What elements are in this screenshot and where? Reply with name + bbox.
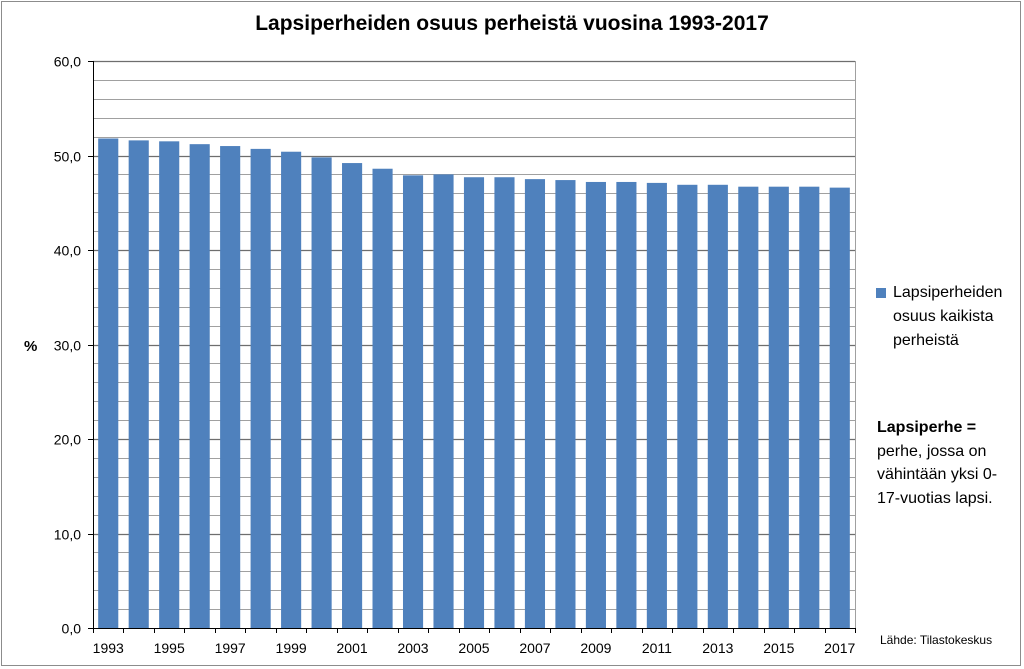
bar (98, 138, 119, 629)
y-tick-label: 30,0 (54, 338, 81, 354)
bar (524, 179, 546, 628)
bar (372, 168, 393, 629)
y-axis-label: % (24, 338, 38, 355)
y-tick-label: 60,0 (54, 54, 81, 70)
x-tick-label: 2001 (337, 640, 368, 656)
x-tick-label: 1997 (215, 640, 246, 656)
bar (463, 177, 485, 629)
x-tick-label: 1993 (93, 640, 124, 656)
bar (159, 141, 180, 628)
bar (311, 157, 332, 628)
y-tick-label: 10,0 (54, 527, 81, 543)
note-heading: Lapsiperhe = (877, 419, 977, 436)
bar (189, 144, 210, 628)
bar (402, 175, 424, 628)
y-tick-label: 0,0 (62, 621, 82, 637)
y-tick-label: 50,0 (54, 149, 81, 165)
y-tick-label: 20,0 (54, 432, 81, 448)
bar (250, 148, 271, 628)
y-tick-label: 40,0 (54, 243, 81, 259)
bar (585, 181, 606, 628)
chart-title: Lapsiperheiden osuus perheistä vuosina 1… (255, 12, 769, 35)
x-tick-label: 2005 (458, 640, 489, 656)
bar (707, 184, 728, 629)
x-tick-label: 2011 (642, 640, 672, 656)
bar (799, 186, 820, 628)
bar (677, 184, 698, 629)
bar (646, 182, 667, 628)
bar (738, 186, 759, 628)
x-tick-label: 1999 (276, 640, 307, 656)
bar (616, 181, 637, 628)
x-tick-label: 2007 (519, 640, 550, 656)
bar (220, 146, 241, 629)
note-text: perhe, jossa on vähintään yksi 0-17-vuot… (877, 442, 998, 507)
x-tick-label: 2009 (580, 640, 611, 656)
bar (829, 187, 850, 628)
legend-label: Lapsiperheiden osuus kaikista perheistä (893, 284, 1003, 349)
bar (494, 177, 515, 629)
x-tick-label: 2015 (763, 640, 794, 656)
x-tick-label: 2013 (702, 640, 733, 656)
source-note: Lähde: Tilastokeskus (880, 633, 993, 647)
bar (768, 186, 789, 628)
bar (128, 140, 149, 628)
x-tick-label: 2017 (824, 640, 855, 656)
bar (281, 151, 302, 628)
bar (433, 174, 454, 628)
definition-note: Lapsiperhe = perhe, jossa on vähintään y… (877, 416, 1017, 510)
x-tick-label: 2003 (397, 640, 428, 656)
bar (342, 163, 363, 628)
x-tick-label: 1995 (154, 640, 185, 656)
bar (555, 180, 576, 628)
legend-swatch (876, 288, 886, 298)
